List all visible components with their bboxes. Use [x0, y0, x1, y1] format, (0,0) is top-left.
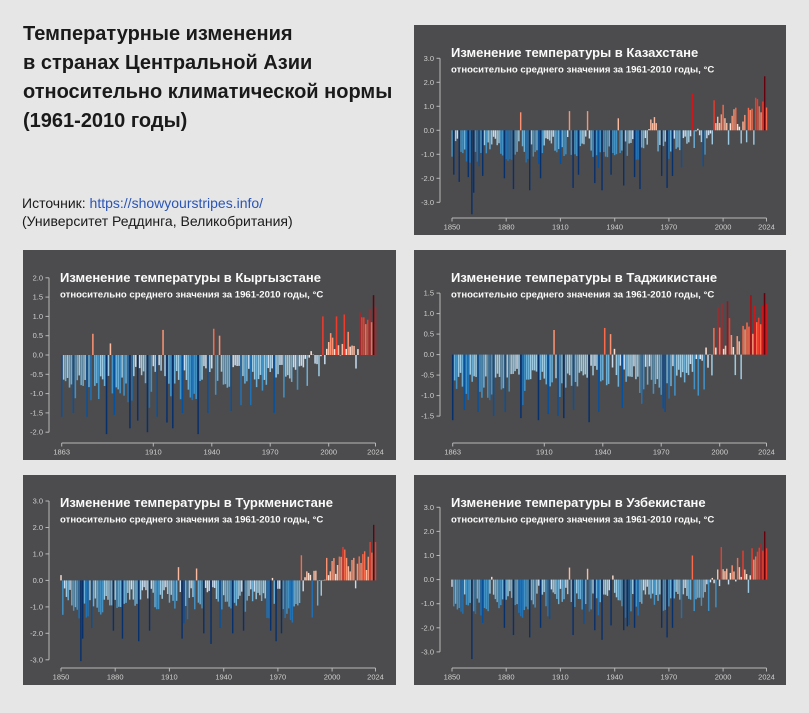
- svg-text:2024: 2024: [367, 673, 384, 682]
- svg-text:1970: 1970: [661, 223, 678, 232]
- svg-text:1850: 1850: [444, 673, 461, 682]
- svg-text:1970: 1970: [262, 448, 279, 457]
- svg-text:2024: 2024: [758, 673, 775, 682]
- svg-text:1.0: 1.0: [33, 312, 43, 321]
- svg-text:-2.0: -2.0: [421, 623, 434, 632]
- svg-text:1940: 1940: [606, 223, 623, 232]
- svg-text:0.0: 0.0: [33, 576, 43, 585]
- svg-text:1970: 1970: [653, 448, 670, 457]
- svg-text:1910: 1910: [536, 448, 553, 457]
- svg-text:-3.0: -3.0: [30, 655, 43, 664]
- svg-text:относительно среднего значения: относительно среднего значения за 1961-2…: [60, 515, 323, 526]
- svg-text:1863: 1863: [444, 448, 461, 457]
- svg-text:1910: 1910: [145, 448, 162, 457]
- svg-text:-1.0: -1.0: [421, 599, 434, 608]
- svg-text:0.5: 0.5: [33, 331, 43, 340]
- svg-text:-1.0: -1.0: [421, 150, 434, 159]
- svg-text:относительно среднего значения: относительно среднего значения за 1961-2…: [451, 290, 714, 301]
- svg-text:-2.0: -2.0: [30, 629, 43, 638]
- svg-text:1910: 1910: [552, 673, 569, 682]
- svg-text:относительно среднего значения: относительно среднего значения за 1961-2…: [451, 65, 714, 76]
- svg-text:1910: 1910: [161, 673, 178, 682]
- svg-text:1.0: 1.0: [424, 309, 434, 318]
- svg-text:-3.0: -3.0: [421, 198, 434, 207]
- svg-text:1880: 1880: [498, 673, 515, 682]
- svg-text:1940: 1940: [203, 448, 220, 457]
- svg-text:1910: 1910: [552, 223, 569, 232]
- svg-text:1970: 1970: [270, 673, 287, 682]
- svg-text:1940: 1940: [215, 673, 232, 682]
- svg-text:Изменение температуры в Туркме: Изменение температуры в Туркменистане: [60, 495, 333, 510]
- svg-text:2000: 2000: [320, 448, 337, 457]
- svg-text:3.0: 3.0: [424, 503, 434, 512]
- svg-text:1970: 1970: [661, 673, 678, 682]
- svg-text:2.0: 2.0: [424, 527, 434, 536]
- svg-text:-1.0: -1.0: [421, 391, 434, 400]
- svg-text:Изменение температуры в Кыргыз: Изменение температуры в Кыргызстане: [60, 270, 321, 285]
- svg-text:1.0: 1.0: [424, 102, 434, 111]
- svg-text:2024: 2024: [758, 223, 775, 232]
- svg-text:-2.0: -2.0: [30, 428, 43, 437]
- svg-text:2000: 2000: [715, 223, 732, 232]
- svg-text:2.0: 2.0: [33, 273, 43, 282]
- svg-text:1940: 1940: [606, 673, 623, 682]
- svg-text:2000: 2000: [715, 673, 732, 682]
- svg-text:2000: 2000: [711, 448, 728, 457]
- svg-text:1863: 1863: [53, 448, 70, 457]
- svg-text:3.0: 3.0: [424, 54, 434, 63]
- svg-text:-0.5: -0.5: [421, 371, 434, 380]
- svg-text:2.0: 2.0: [424, 78, 434, 87]
- svg-text:0.0: 0.0: [424, 575, 434, 584]
- svg-text:-0.5: -0.5: [30, 370, 43, 379]
- svg-text:1880: 1880: [498, 223, 515, 232]
- svg-text:-1.5: -1.5: [421, 412, 434, 421]
- svg-text:1850: 1850: [444, 223, 461, 232]
- svg-text:относительно среднего значения: относительно среднего значения за 1961-2…: [60, 290, 323, 301]
- svg-text:1850: 1850: [53, 673, 70, 682]
- svg-text:1.0: 1.0: [33, 549, 43, 558]
- svg-text:2.0: 2.0: [33, 523, 43, 532]
- svg-text:-1.0: -1.0: [30, 602, 43, 611]
- svg-text:-1.5: -1.5: [30, 408, 43, 417]
- svg-text:0.0: 0.0: [424, 126, 434, 135]
- svg-text:1940: 1940: [594, 448, 611, 457]
- svg-text:2000: 2000: [324, 673, 341, 682]
- svg-text:1.0: 1.0: [424, 551, 434, 560]
- svg-text:1.5: 1.5: [424, 289, 434, 298]
- svg-text:Изменение температуры в Таджик: Изменение температуры в Таджикистане: [451, 270, 717, 285]
- svg-text:2024: 2024: [758, 448, 775, 457]
- svg-text:1880: 1880: [107, 673, 124, 682]
- svg-text:0.0: 0.0: [33, 351, 43, 360]
- svg-text:-3.0: -3.0: [421, 647, 434, 656]
- svg-text:0.0: 0.0: [424, 350, 434, 359]
- svg-text:-1.0: -1.0: [30, 389, 43, 398]
- svg-text:2024: 2024: [367, 448, 384, 457]
- svg-text:Изменение температуры в Узбеки: Изменение температуры в Узбекистане: [451, 495, 706, 510]
- svg-text:3.0: 3.0: [33, 497, 43, 506]
- svg-text:0.5: 0.5: [424, 330, 434, 339]
- svg-text:-2.0: -2.0: [421, 174, 434, 183]
- svg-text:относительно среднего значения: относительно среднего значения за 1961-2…: [451, 515, 714, 526]
- svg-text:Изменение температуры в Казахс: Изменение температуры в Казахстане: [451, 45, 698, 60]
- svg-text:1.5: 1.5: [33, 293, 43, 302]
